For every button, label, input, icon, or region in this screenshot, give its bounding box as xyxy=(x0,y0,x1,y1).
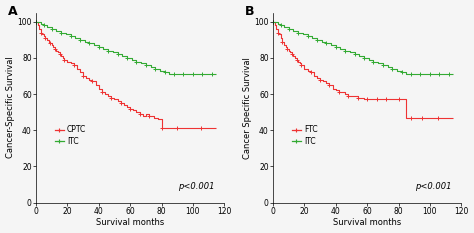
Text: p<0.001: p<0.001 xyxy=(178,182,215,191)
X-axis label: Survival months: Survival months xyxy=(333,219,401,227)
Text: p<0.001: p<0.001 xyxy=(415,182,452,191)
Legend: FTC, ITC: FTC, ITC xyxy=(292,125,318,146)
Y-axis label: Cancer-Specific Survival: Cancer-Specific Survival xyxy=(6,57,15,158)
Legend: CPTC, ITC: CPTC, ITC xyxy=(55,125,86,146)
Y-axis label: Cancer Specific Survival: Cancer Specific Survival xyxy=(243,57,252,158)
X-axis label: Survival months: Survival months xyxy=(96,219,164,227)
Text: B: B xyxy=(245,5,254,18)
Text: A: A xyxy=(8,5,18,18)
